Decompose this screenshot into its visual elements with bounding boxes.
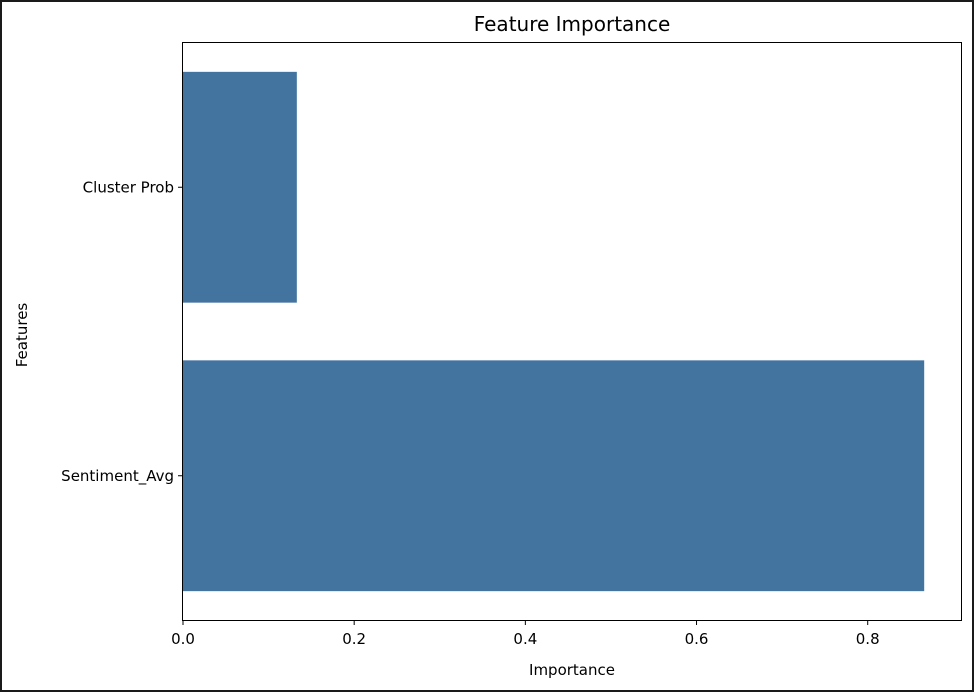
x-axis-label: Importance	[529, 661, 615, 679]
x-tick-label: 0.4	[513, 630, 537, 648]
x-tick-label: 0.2	[342, 630, 366, 648]
y-tick-label-sentiment-avg: Sentiment_Avg	[61, 467, 174, 486]
x-tick-label: 0.6	[685, 630, 709, 648]
y-axis-ticks: Cluster Prob Sentiment_Avg	[61, 178, 183, 486]
x-tick-label: 0.8	[856, 630, 880, 648]
bar-group	[183, 71, 925, 592]
bar-sentiment-avg	[183, 360, 925, 592]
bar-cluster-prob	[183, 71, 297, 303]
x-axis-ticks: 0.0 0.2 0.4 0.6 0.8	[171, 620, 880, 648]
x-tick-label: 0.0	[171, 630, 195, 648]
plot-area-frame	[182, 42, 962, 621]
y-tick-label-cluster-prob: Cluster Prob	[83, 178, 174, 196]
chart-title: Feature Importance	[474, 12, 671, 36]
y-axis-label: Features	[13, 303, 31, 368]
